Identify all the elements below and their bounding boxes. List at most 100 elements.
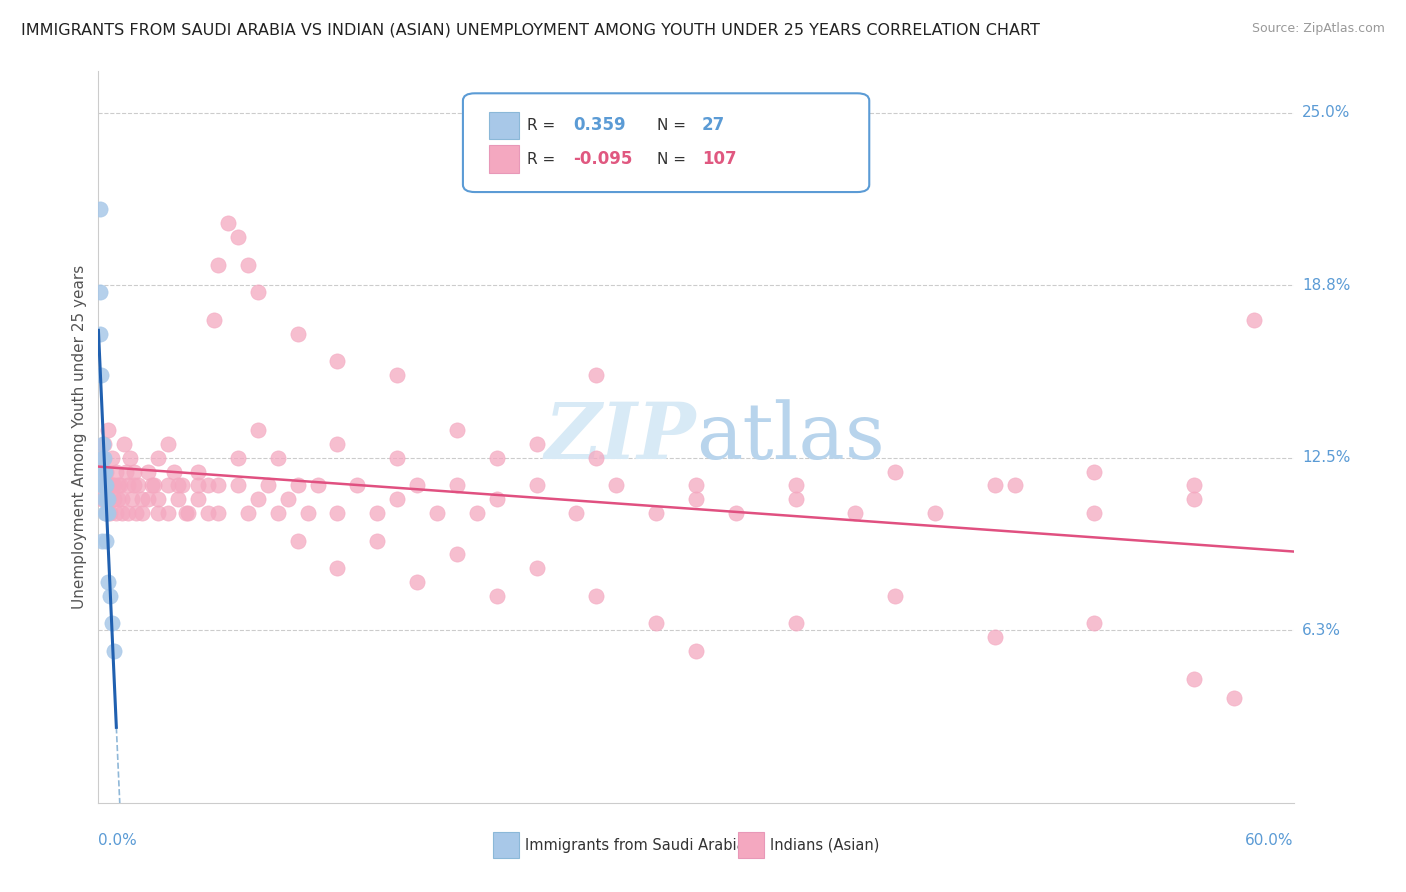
Point <box>446 548 468 562</box>
Point <box>1083 465 1105 479</box>
Point <box>287 533 309 548</box>
Point <box>685 644 707 658</box>
Point <box>307 478 329 492</box>
Point <box>1182 492 1205 507</box>
Text: atlas: atlas <box>696 400 884 475</box>
Point <box>207 478 229 492</box>
Point <box>202 312 225 326</box>
Point <box>984 630 1007 644</box>
Text: 12.5%: 12.5% <box>1302 450 1350 466</box>
Point <box>101 616 124 631</box>
Point <box>98 478 122 492</box>
Bar <box>494 832 519 858</box>
Point <box>96 506 118 520</box>
Point <box>1083 506 1105 520</box>
Point <box>124 465 146 479</box>
Point <box>226 478 249 492</box>
Point <box>148 450 170 465</box>
Point <box>187 492 209 507</box>
Point <box>125 506 148 520</box>
Point <box>924 506 946 520</box>
Point <box>226 230 249 244</box>
Point <box>785 492 807 507</box>
Point <box>297 506 319 520</box>
Point <box>226 450 249 465</box>
Point <box>267 506 290 520</box>
Point <box>366 506 388 520</box>
Point <box>366 533 388 548</box>
Point <box>96 492 118 507</box>
Point <box>91 533 114 548</box>
Point <box>93 478 115 492</box>
Point <box>93 492 115 507</box>
Point <box>167 492 190 507</box>
Point <box>101 478 124 492</box>
Point <box>105 465 128 479</box>
Point <box>785 616 807 631</box>
Point <box>187 465 209 479</box>
Bar <box>489 145 519 173</box>
Point <box>110 478 132 492</box>
Point <box>844 506 866 520</box>
Point <box>117 478 139 492</box>
Point <box>107 478 129 492</box>
Point <box>236 506 259 520</box>
Point <box>121 492 143 507</box>
Point <box>93 465 115 479</box>
Text: Immigrants from Saudi Arabia: Immigrants from Saudi Arabia <box>524 838 745 853</box>
Point <box>94 506 117 520</box>
Point <box>585 368 607 382</box>
Point <box>207 506 229 520</box>
Point <box>326 506 349 520</box>
Text: ZIP: ZIP <box>544 399 696 475</box>
Y-axis label: Unemployment Among Youth under 25 years: Unemployment Among Youth under 25 years <box>72 265 87 609</box>
Point <box>131 506 153 520</box>
Point <box>96 506 118 520</box>
Point <box>446 478 468 492</box>
Point <box>167 478 190 492</box>
Text: 6.3%: 6.3% <box>1302 623 1341 638</box>
Point <box>465 506 488 520</box>
Point <box>346 478 368 492</box>
Text: 60.0%: 60.0% <box>1246 833 1294 848</box>
Point <box>89 202 111 217</box>
Point <box>197 506 219 520</box>
Point <box>98 589 122 603</box>
Point <box>91 450 114 465</box>
Point <box>326 354 349 368</box>
Text: 18.8%: 18.8% <box>1302 277 1350 293</box>
Point <box>163 465 186 479</box>
Point <box>97 492 120 507</box>
Point <box>157 478 180 492</box>
Point <box>326 561 349 575</box>
Point <box>565 506 588 520</box>
Point <box>406 478 429 492</box>
Point <box>1083 616 1105 631</box>
Text: Indians (Asian): Indians (Asian) <box>770 838 879 853</box>
Point <box>148 506 170 520</box>
Point <box>385 492 409 507</box>
Point <box>446 423 468 437</box>
Point <box>97 574 120 589</box>
Point <box>93 437 115 451</box>
Point <box>115 465 138 479</box>
Text: Source: ZipAtlas.com: Source: ZipAtlas.com <box>1251 22 1385 36</box>
Text: R =: R = <box>527 152 555 167</box>
Point <box>148 492 170 507</box>
Point <box>246 492 269 507</box>
Point <box>246 285 269 300</box>
Point <box>267 450 290 465</box>
Point <box>89 326 111 341</box>
Point <box>105 506 128 520</box>
Point <box>136 465 159 479</box>
Point <box>103 644 125 658</box>
Text: 0.0%: 0.0% <box>98 833 138 848</box>
Point <box>605 478 627 492</box>
Point <box>97 492 120 507</box>
Point <box>120 450 142 465</box>
Point <box>94 465 117 479</box>
Point <box>172 478 194 492</box>
Point <box>93 478 115 492</box>
Point <box>107 492 129 507</box>
Point <box>98 506 122 520</box>
